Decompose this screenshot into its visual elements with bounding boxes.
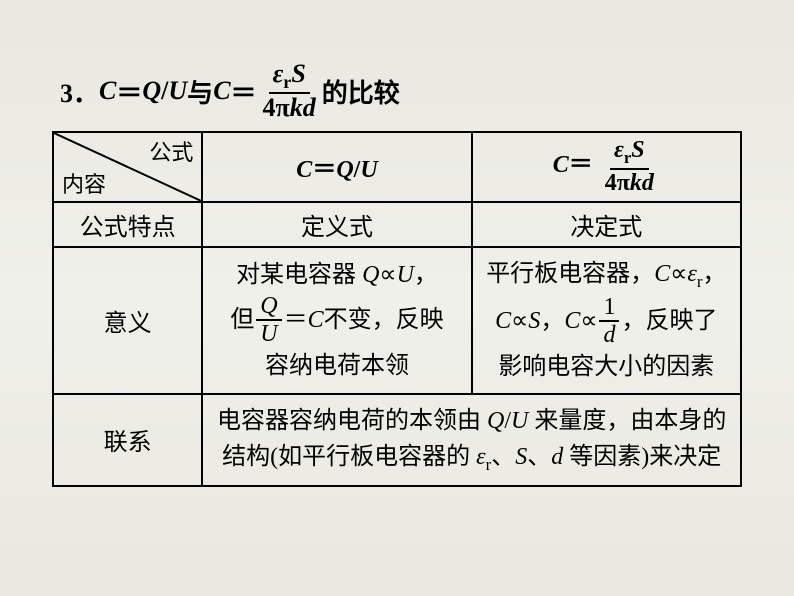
var-u: U [168,76,187,106]
diagonal-header-cell: 公式 内容 [53,132,202,202]
row-label: 公式特点 [53,202,202,247]
var-c: C [99,76,116,106]
meaning-col3: 平行板电容器，C∝εr， C∝S， C∝ 1 d ，反映了 影响电容大小的因素 [472,247,741,394]
header-formula1: C＝Q/U [202,132,471,202]
fraction: εrS 4πkd [601,137,658,196]
var-c2: C [213,76,230,106]
meaning-col2: 对某电容器 Q∝U， 但 Q U ＝C 不变，反映 容纳电荷本领 [202,247,471,394]
title-number: 3． [60,73,99,110]
fraction: 1 d [599,294,619,349]
table-row: 公式 内容 C＝Q/U C＝ εrS 4πkd [53,132,741,202]
header-formula2: C＝ εrS 4πkd [472,132,741,202]
cell-definition: 定义式 [202,202,471,247]
fraction: Q U [256,293,281,348]
table-row: 意义 对某电容器 Q∝U， 但 Q U ＝C 不变，反映 容纳电荷本领 平行板电… [53,247,741,394]
relation-cell: 电容器容纳电荷的本领由 Q/U 来量度，由本身的结构(如平行板电容器的 εr、S… [202,394,741,486]
eq-sign: ＝ [116,73,142,110]
eq-sign2: ＝ [231,73,257,110]
comparison-table: 公式 内容 C＝Q/U C＝ εrS 4πkd 公式特点 定义式 决定式 意义 [52,131,742,487]
fraction: εrS 4πkd [259,60,320,123]
row-label: 联系 [53,394,202,486]
diag-bottom-label: 内容 [62,167,106,199]
var-q: Q [142,76,161,106]
title-suffix: 的比较 [322,73,400,110]
table-row: 联系 电容器容纳电荷的本领由 Q/U 来量度，由本身的结构(如平行板电容器的 ε… [53,394,741,486]
diag-top-label: 公式 [149,135,193,167]
section-title: 3． C ＝ Q / U 与 C ＝ εrS 4πkd 的比较 [60,60,744,123]
cell-determining: 决定式 [472,202,741,247]
table-row: 公式特点 定义式 决定式 [53,202,741,247]
slash: / [161,76,168,106]
row-label: 意义 [53,247,202,394]
connector: 与 [187,73,213,110]
